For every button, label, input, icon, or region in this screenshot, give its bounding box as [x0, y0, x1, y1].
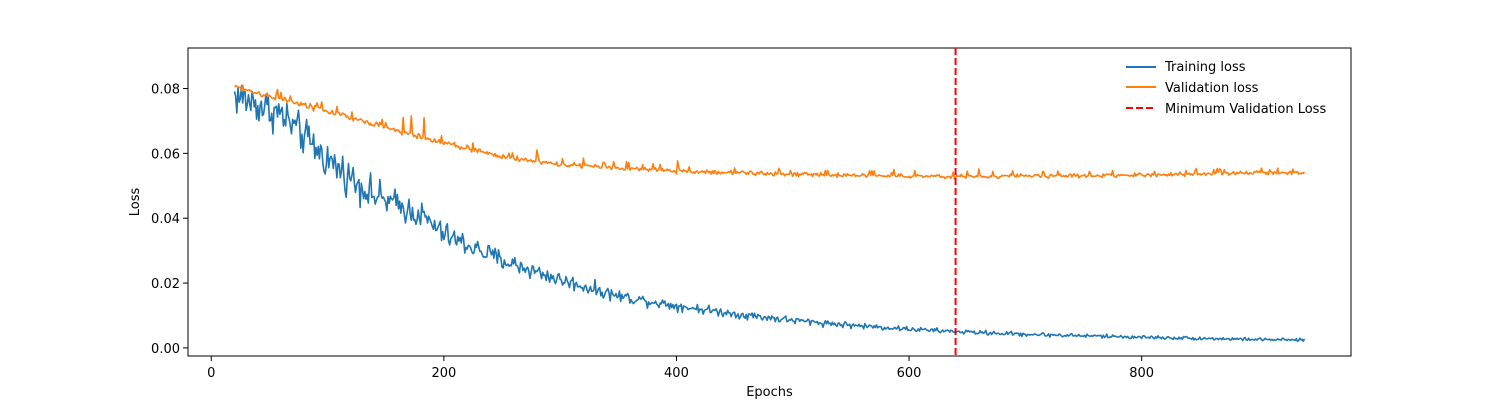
x-axis: 0 200 400 600 800	[207, 356, 1154, 381]
y-tick-label: 0.02	[151, 277, 180, 292]
legend-label-min-val: Minimum Validation Loss	[1165, 102, 1326, 117]
validation-loss-line	[233, 84, 1306, 181]
training-loss-line	[233, 84, 1306, 343]
y-tick-label: 0.08	[151, 83, 180, 98]
series-layer	[233, 84, 1306, 343]
y-tick-label: 0.00	[151, 342, 180, 357]
y-tick-label: 0.04	[151, 212, 180, 227]
y-tick-label: 0.06	[151, 147, 180, 162]
y-axis-label: Loss	[128, 188, 143, 217]
x-tick-label: 400	[664, 366, 689, 381]
x-tick-label: 200	[431, 366, 456, 381]
x-axis-label: Epochs	[746, 385, 793, 400]
y-axis: 0.00 0.02 0.04 0.06 0.08	[151, 83, 188, 357]
x-tick-label: 600	[897, 366, 922, 381]
legend: Training loss Validation loss Minimum Va…	[1118, 56, 1344, 122]
x-tick-label: 800	[1129, 366, 1154, 381]
legend-label-validation: Validation loss	[1165, 81, 1259, 96]
legend-label-training: Training loss	[1164, 60, 1246, 75]
x-tick-label: 0	[207, 366, 215, 381]
